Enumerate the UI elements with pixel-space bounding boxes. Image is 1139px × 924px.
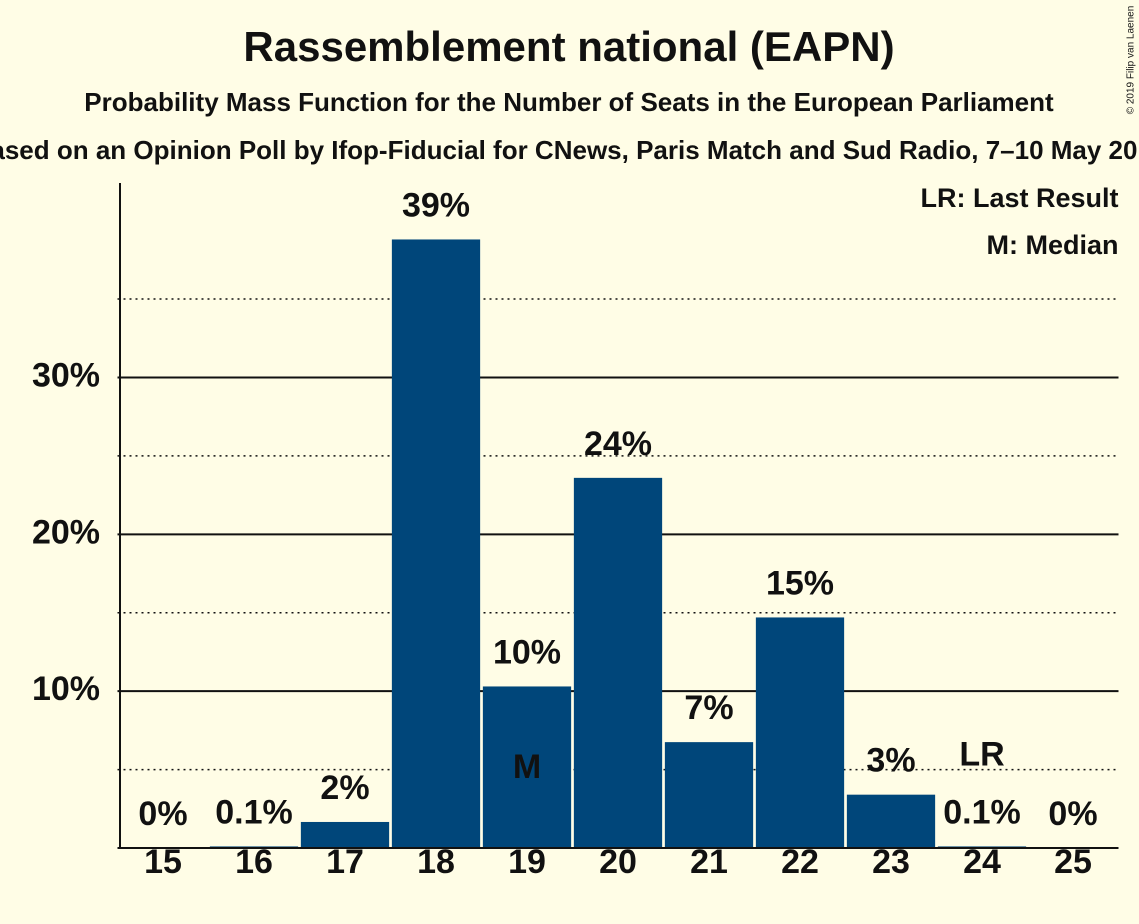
legend-entry: LR: Last Result xyxy=(920,183,1118,213)
x-tick-label: 20 xyxy=(599,843,637,881)
chart-subtitle: Based on an Opinion Poll by Ifop-Fiducia… xyxy=(0,135,1139,165)
value-label: 39% xyxy=(402,186,470,224)
annotation: LR xyxy=(959,735,1004,773)
x-tick-label: 18 xyxy=(417,843,455,881)
bar xyxy=(846,794,936,848)
chart-title: Rassemblement national (EAPN) xyxy=(243,23,894,70)
value-label: 10% xyxy=(493,633,561,671)
bar xyxy=(300,821,390,848)
y-tick-label: 20% xyxy=(32,513,100,551)
y-tick-label: 30% xyxy=(32,356,100,394)
value-label: 24% xyxy=(584,425,652,463)
y-tick-label: 10% xyxy=(32,670,100,708)
x-tick-label: 25 xyxy=(1054,843,1092,881)
value-label: 0.1% xyxy=(943,793,1021,831)
copyright: © 2019 Filip van Laenen xyxy=(1126,6,1137,115)
bar xyxy=(755,617,845,848)
bar xyxy=(482,686,572,848)
x-tick-label: 19 xyxy=(508,843,546,881)
x-tick-label: 22 xyxy=(781,843,819,881)
x-tick-label: 17 xyxy=(326,843,364,881)
value-label: 2% xyxy=(320,769,369,807)
value-label: 7% xyxy=(684,689,733,727)
value-label: 0.1% xyxy=(215,793,293,831)
x-tick-label: 23 xyxy=(872,843,910,881)
x-tick-label: 16 xyxy=(235,843,273,881)
value-label: 0% xyxy=(1048,795,1097,833)
value-label: 3% xyxy=(866,742,915,780)
value-label: 15% xyxy=(766,564,834,602)
bar xyxy=(391,239,481,848)
value-label: 0% xyxy=(138,795,187,833)
bar xyxy=(573,477,663,848)
chart-subtitle: Probability Mass Function for the Number… xyxy=(84,87,1054,117)
bar xyxy=(664,742,754,848)
x-tick-label: 15 xyxy=(144,843,182,881)
legend-entry: M: Median xyxy=(987,230,1119,260)
x-tick-label: 24 xyxy=(963,843,1001,881)
annotation: M xyxy=(513,748,541,786)
x-tick-label: 21 xyxy=(690,843,728,881)
